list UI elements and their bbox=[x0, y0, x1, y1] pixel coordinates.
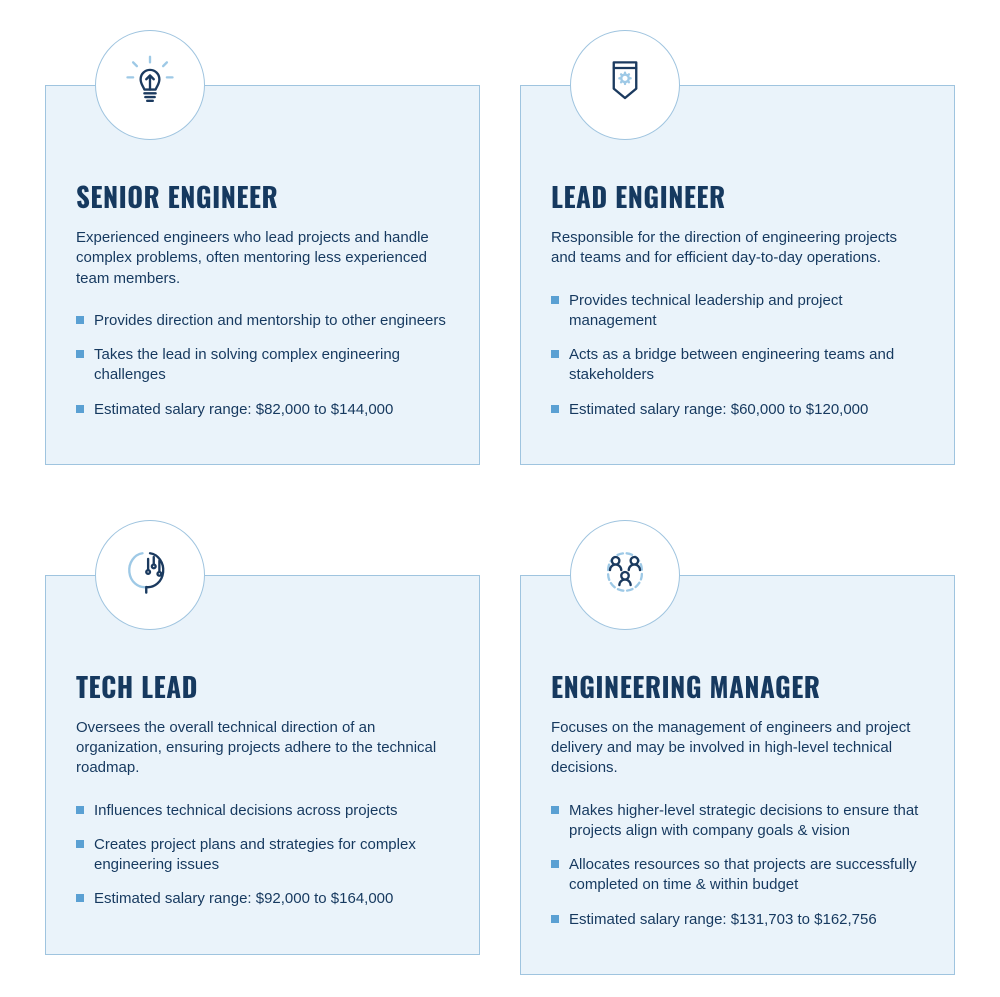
role-card-senior-engineer: SENIOR ENGINEER Experienced engineers wh… bbox=[45, 30, 480, 465]
icon-circle bbox=[570, 30, 680, 140]
icon-circle bbox=[570, 520, 680, 630]
role-title: LEAD ENGINEER bbox=[551, 176, 924, 216]
role-card-engineering-manager: ENGINEERING MANAGER Focuses on the manag… bbox=[520, 520, 955, 975]
role-description: Focuses on the management of engineers a… bbox=[551, 718, 924, 779]
role-description: Experienced engineers who lead projects … bbox=[76, 228, 449, 289]
list-item: Estimated salary range: $92,000 to $164,… bbox=[76, 889, 449, 909]
list-item: Provides technical leadership and projec… bbox=[551, 291, 924, 332]
list-item: Influences technical decisions across pr… bbox=[76, 801, 449, 821]
list-item: Makes higher-level strategic decisions t… bbox=[551, 801, 924, 842]
role-bullets: Provides technical leadership and projec… bbox=[551, 291, 924, 420]
role-bullets: Provides direction and mentorship to oth… bbox=[76, 311, 449, 420]
list-item: Provides direction and mentorship to oth… bbox=[76, 311, 449, 331]
icon-circle bbox=[95, 520, 205, 630]
list-item: Estimated salary range: $60,000 to $120,… bbox=[551, 400, 924, 420]
list-item: Creates project plans and strategies for… bbox=[76, 835, 449, 876]
role-card-lead-engineer: LEAD ENGINEER Responsible for the direct… bbox=[520, 30, 955, 465]
list-item: Estimated salary range: $131,703 to $162… bbox=[551, 910, 924, 930]
list-item: Allocates resources so that projects are… bbox=[551, 855, 924, 896]
badge-icon bbox=[595, 53, 655, 118]
ai-head-icon bbox=[120, 542, 180, 607]
role-description: Oversees the overall technical direction… bbox=[76, 718, 449, 779]
role-bullets: Influences technical decisions across pr… bbox=[76, 801, 449, 910]
role-cards-grid: SENIOR ENGINEER Experienced engineers wh… bbox=[45, 30, 955, 967]
role-bullets: Makes higher-level strategic decisions t… bbox=[551, 801, 924, 930]
role-title: ENGINEERING MANAGER bbox=[551, 666, 924, 706]
card-box: SENIOR ENGINEER Experienced engineers wh… bbox=[45, 85, 480, 465]
lightbulb-icon bbox=[120, 53, 180, 118]
list-item: Takes the lead in solving complex engine… bbox=[76, 345, 449, 386]
list-item: Acts as a bridge between engineering tea… bbox=[551, 345, 924, 386]
team-icon bbox=[595, 542, 655, 607]
list-item: Estimated salary range: $82,000 to $144,… bbox=[76, 400, 449, 420]
role-title: TECH LEAD bbox=[76, 666, 449, 706]
card-box: TECH LEAD Oversees the overall technical… bbox=[45, 575, 480, 955]
icon-circle bbox=[95, 30, 205, 140]
role-description: Responsible for the direction of enginee… bbox=[551, 228, 924, 269]
card-box: LEAD ENGINEER Responsible for the direct… bbox=[520, 85, 955, 465]
role-title: SENIOR ENGINEER bbox=[76, 176, 449, 216]
role-card-tech-lead: TECH LEAD Oversees the overall technical… bbox=[45, 520, 480, 975]
card-box: ENGINEERING MANAGER Focuses on the manag… bbox=[520, 575, 955, 975]
